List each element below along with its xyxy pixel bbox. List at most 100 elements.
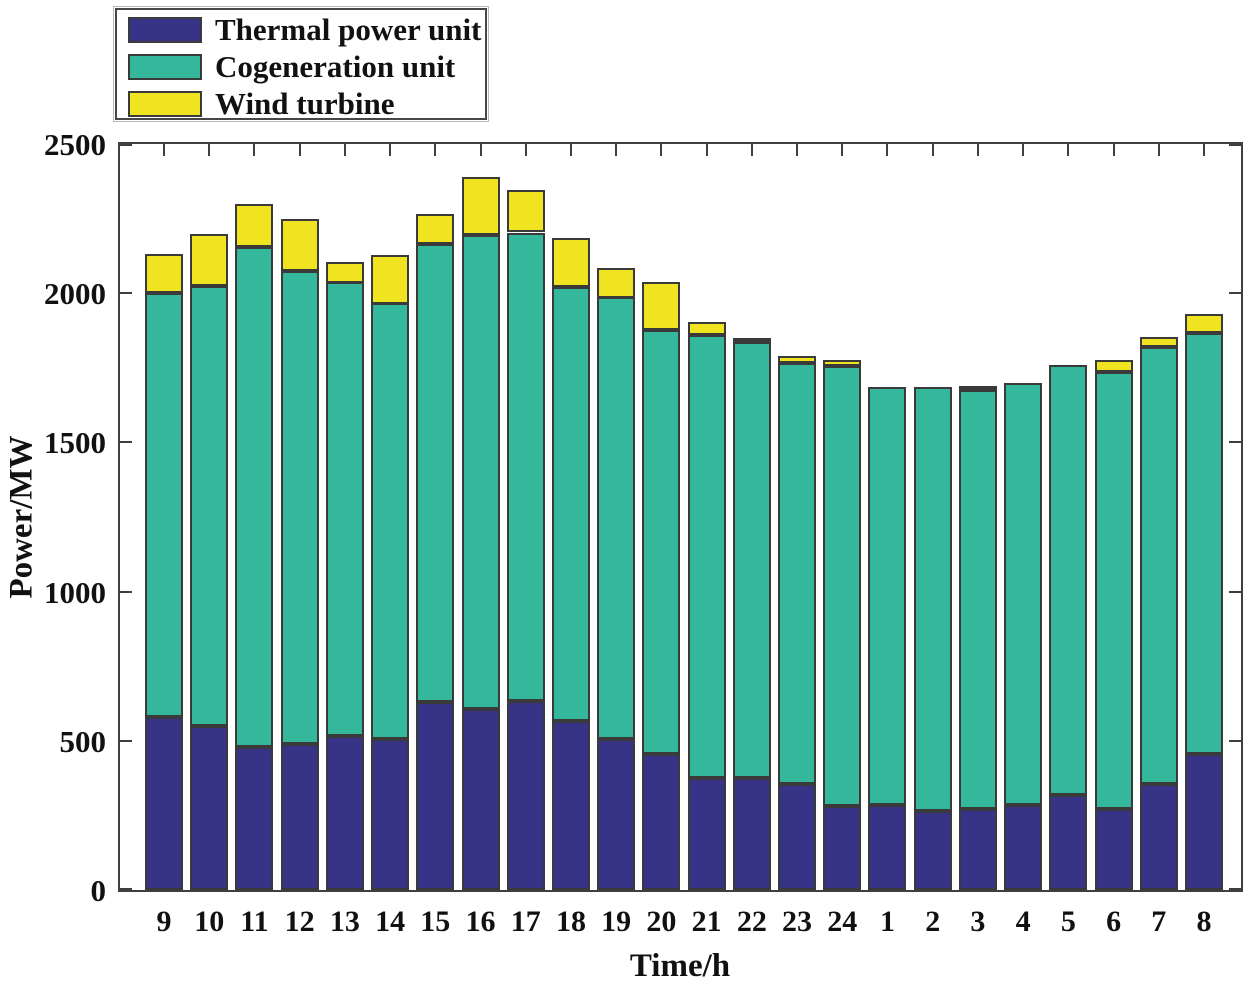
x-tick-label: 22 (736, 905, 767, 938)
y-axis-tick (1229, 441, 1241, 444)
y-tick-label: 2000 (44, 276, 106, 312)
bar-segment-wind-turbine (1185, 314, 1223, 333)
x-tick-label: 7 (1151, 905, 1167, 938)
legend-item-cogeneration-unit: Cogeneration unit (128, 51, 455, 82)
bar-segment-wind-turbine (778, 356, 817, 363)
x-axis-tick (976, 144, 979, 156)
bar-segment-cogeneration-unit (506, 233, 545, 701)
x-tick-label: 8 (1196, 905, 1212, 938)
y-axis-tick (1229, 292, 1241, 295)
x-axis-tick (343, 144, 346, 156)
x-axis-tick (163, 144, 165, 156)
legend-swatch-cogeneration-unit (128, 54, 202, 80)
stacked-bar-hour-2 (913, 387, 952, 890)
stacked-bar-hour-11 (235, 204, 274, 890)
bar-segment-thermal-power-unit (913, 811, 952, 890)
x-axis-tick (524, 144, 527, 156)
bar-segment-thermal-power-unit (190, 726, 229, 890)
y-axis-tick (120, 144, 132, 146)
bar-segment-cogeneration-unit (1139, 347, 1178, 784)
stacked-bar-hour-17 (506, 190, 545, 890)
y-axis-tick (120, 292, 132, 295)
x-tick-label: 17 (510, 905, 541, 938)
x-axis-tick (1112, 144, 1115, 156)
x-tick-label: 15 (420, 905, 451, 938)
x-axis-title: Time/h (629, 948, 731, 984)
x-tick-label: 12 (284, 905, 315, 938)
bar-segment-wind-turbine (280, 219, 319, 271)
bar-segment-wind-turbine (506, 190, 545, 232)
legend-box: Thermal power unit Cogeneration unit Wind … (113, 6, 489, 122)
x-tick-label: 5 (1060, 905, 1076, 938)
y-tick-label: 1500 (44, 425, 106, 461)
stacked-bar-hour-6 (1094, 360, 1133, 890)
stacked-bar-hour-1 (868, 387, 907, 890)
x-axis-tick (434, 144, 437, 156)
bar-segment-wind-turbine (190, 234, 229, 286)
stacked-bar-hour-5 (1049, 365, 1088, 890)
bar-segment-thermal-power-unit (551, 721, 590, 890)
bar-segment-wind-turbine (1139, 337, 1178, 347)
bar-segment-thermal-power-unit (823, 806, 862, 890)
x-tick-label: 14 (375, 905, 406, 938)
bar-segment-wind-turbine (416, 214, 455, 244)
bar-segment-cogeneration-unit (732, 342, 771, 778)
bar-segment-cogeneration-unit (1185, 333, 1223, 754)
bar-segment-wind-turbine (823, 360, 862, 366)
bar-segment-cogeneration-unit (642, 330, 681, 754)
bar-segment-wind-turbine (958, 386, 997, 390)
bar-segment-cogeneration-unit (913, 387, 952, 811)
bar-segment-thermal-power-unit (1094, 809, 1133, 890)
stacked-bar-hour-13 (325, 262, 364, 890)
x-tick-label: 11 (240, 905, 269, 938)
x-tick-label: 3 (970, 905, 986, 938)
x-axis-tick (1203, 144, 1205, 156)
bar-segment-wind-turbine (325, 262, 364, 283)
x-axis-tick (841, 144, 844, 156)
legend-item-thermal-power-unit: Thermal power unit (128, 12, 482, 47)
bar-segment-cogeneration-unit (958, 390, 997, 809)
bar-segment-thermal-power-unit (732, 778, 771, 890)
stacked-bar-hour-10 (190, 234, 229, 890)
bar-segment-cogeneration-unit (551, 287, 590, 721)
bar-segment-cogeneration-unit (597, 297, 636, 739)
legend-swatch-wind-turbine (128, 91, 202, 117)
y-axis-tick (1229, 739, 1241, 742)
bar-segment-thermal-power-unit (1049, 795, 1088, 890)
bar-segment-thermal-power-unit (687, 778, 726, 890)
bar-segment-thermal-power-unit (461, 709, 500, 890)
x-tick-label: 18 (555, 905, 586, 938)
x-axis-tick (796, 144, 799, 156)
bar-segment-cogeneration-unit (145, 293, 183, 717)
x-axis-tick (1022, 144, 1025, 156)
stacked-bar-hour-22 (732, 338, 771, 890)
bar-segment-cogeneration-unit (687, 335, 726, 778)
bar-segment-wind-turbine (642, 282, 681, 330)
x-axis-tick (615, 144, 618, 156)
x-axis-tick (1157, 144, 1160, 156)
stacked-bar-hour-15 (416, 214, 455, 890)
bar-segment-thermal-power-unit (1004, 805, 1043, 890)
bar-segment-thermal-power-unit (1139, 784, 1178, 890)
legend-label: Thermal power unit (215, 12, 482, 47)
x-tick-label: 13 (329, 905, 360, 938)
bar-segment-wind-turbine (551, 238, 590, 287)
legend-item-wind-turbine: Wind turbine (128, 88, 394, 119)
stacked-bar-hour-4 (1004, 383, 1043, 890)
x-tick-label: 20 (646, 905, 677, 938)
stacked-bar-hour-9 (145, 254, 183, 890)
stacked-bar-hour-8 (1185, 314, 1223, 890)
x-axis-tick (660, 144, 663, 156)
x-axis-tick (253, 144, 256, 156)
x-tick-label: 24 (827, 905, 858, 938)
stacked-bar-hour-16 (461, 177, 500, 890)
bar-segment-cogeneration-unit (371, 303, 410, 739)
y-axis-tick (1229, 590, 1241, 593)
x-axis-tick (389, 144, 392, 156)
stacked-bar-hour-23 (778, 356, 817, 890)
stacked-bar-hour-18 (551, 238, 590, 890)
bar-segment-thermal-power-unit (868, 805, 907, 890)
bar-segment-thermal-power-unit (506, 701, 545, 890)
bar-segment-cogeneration-unit (778, 363, 817, 784)
